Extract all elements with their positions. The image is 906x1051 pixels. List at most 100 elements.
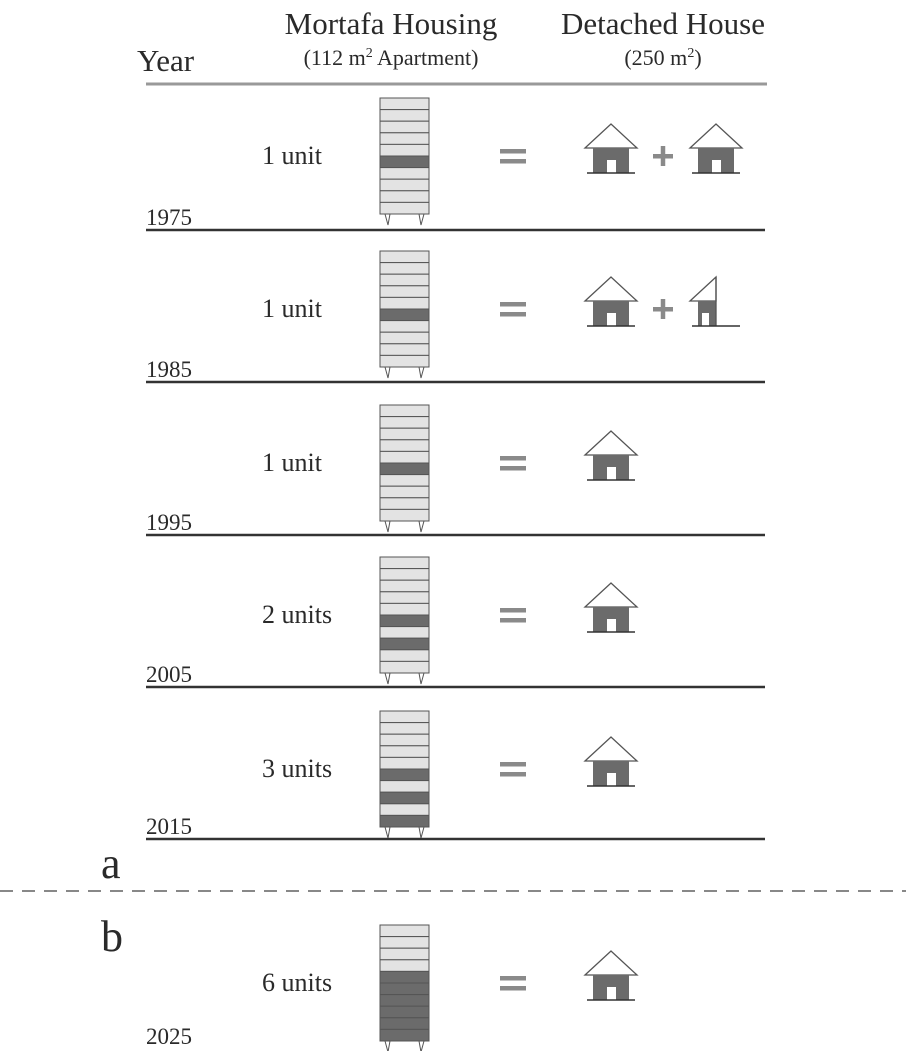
floor: [379, 733, 430, 747]
floor: [379, 273, 430, 287]
equals-icon: [500, 149, 526, 164]
units-label: 2 units: [262, 600, 332, 629]
owned-floor: [379, 814, 430, 828]
floor: [379, 710, 430, 724]
building-leg: [418, 366, 425, 379]
units-label: 3 units: [262, 754, 332, 783]
year-row: 2005 2 units: [146, 556, 765, 689]
panel-label-a: a: [101, 839, 121, 888]
floor: [379, 320, 430, 333]
floor: [379, 626, 430, 639]
house-column-title: Detached House: [561, 6, 765, 41]
panel-label-b: b: [101, 912, 123, 961]
owned-floor: [379, 308, 430, 322]
house-icon: [583, 582, 639, 633]
owned-floor: [379, 637, 430, 651]
floor: [379, 109, 430, 122]
floor: [379, 250, 430, 264]
floor: [379, 178, 430, 192]
floor: [379, 331, 430, 345]
floor: [379, 474, 430, 487]
owned-floor: [379, 1005, 430, 1019]
apartment-column-subtitle: (112 m2 Apartment): [304, 45, 479, 70]
year-row: 2015 3 units: [146, 710, 765, 841]
floor: [379, 354, 430, 368]
house-icon: [583, 123, 639, 174]
units-label: 1 unit: [262, 448, 323, 477]
floor: [379, 649, 430, 662]
building-leg: [418, 520, 425, 533]
apartment-column-title: Mortafa Housing: [285, 6, 498, 41]
owned-floor: [379, 768, 430, 782]
floor: [379, 416, 430, 429]
floor: [379, 167, 430, 180]
floor: [379, 508, 430, 522]
year-label: 2025: [146, 1024, 192, 1049]
building-leg: [384, 1040, 391, 1051]
house-icon: [583, 736, 639, 787]
owned-floor: [379, 1017, 430, 1030]
owned-floor: [379, 791, 430, 805]
floor: [379, 780, 430, 793]
apartment-building-icon: [379, 97, 430, 226]
floor: [379, 722, 430, 735]
floor: [379, 201, 430, 215]
apartment-building-icon: [379, 404, 430, 533]
year-row: 1985 1 unit: [146, 250, 765, 384]
house-icon: [688, 123, 744, 174]
floor: [379, 485, 430, 499]
year-label: 2005: [146, 662, 192, 687]
owned-floor: [379, 994, 430, 1007]
equals-icon: [500, 456, 526, 471]
units-label: 6 units: [262, 968, 332, 997]
owned-floor: [379, 462, 430, 476]
floor: [379, 296, 430, 310]
floor: [379, 262, 430, 275]
owned-floor: [379, 970, 430, 984]
equals-icon: [500, 976, 526, 991]
floor: [379, 190, 430, 203]
year-label: 1995: [146, 510, 192, 535]
building-leg: [384, 366, 391, 379]
floor: [379, 959, 430, 972]
building-leg: [418, 826, 425, 839]
year-label: 1975: [146, 205, 192, 230]
building-leg: [384, 672, 391, 685]
floor: [379, 579, 430, 593]
building-leg: [384, 826, 391, 839]
building-leg: [418, 1040, 425, 1051]
floor: [379, 404, 430, 418]
year-row: 1975 1 unit: [146, 97, 765, 232]
rows: 1975 1 unit 1985 1 unit 1995 1 unit 2005 2 unit…: [146, 97, 765, 1051]
floor: [379, 143, 430, 157]
floor: [379, 602, 430, 616]
building-leg: [418, 672, 425, 685]
floor: [379, 803, 430, 816]
floor: [379, 285, 430, 298]
floor: [379, 450, 430, 464]
owned-floor: [379, 982, 430, 996]
units-label: 1 unit: [262, 141, 323, 170]
units-label: 1 unit: [262, 294, 323, 323]
floor: [379, 97, 430, 111]
apartment-building-icon: [379, 250, 430, 379]
house-column-subtitle: (250 m2): [624, 45, 701, 70]
year-row: 2025 6 units: [146, 924, 639, 1051]
plus-icon: [653, 299, 673, 319]
floor: [379, 343, 430, 356]
year-column-label: Year: [137, 43, 195, 78]
floor: [379, 568, 430, 581]
floor: [379, 756, 430, 770]
building-leg: [384, 213, 391, 226]
owned-floor: [379, 155, 430, 169]
owned-floor: [379, 614, 430, 628]
apartment-building-icon: [379, 556, 430, 685]
apartment-building-icon: [379, 924, 430, 1051]
plus-icon: [653, 146, 673, 166]
header: Year Mortafa Housing (112 m2 Apartment) …: [137, 6, 767, 86]
equals-icon: [500, 302, 526, 317]
floor: [379, 120, 430, 134]
floor: [379, 427, 430, 441]
floor: [379, 556, 430, 570]
